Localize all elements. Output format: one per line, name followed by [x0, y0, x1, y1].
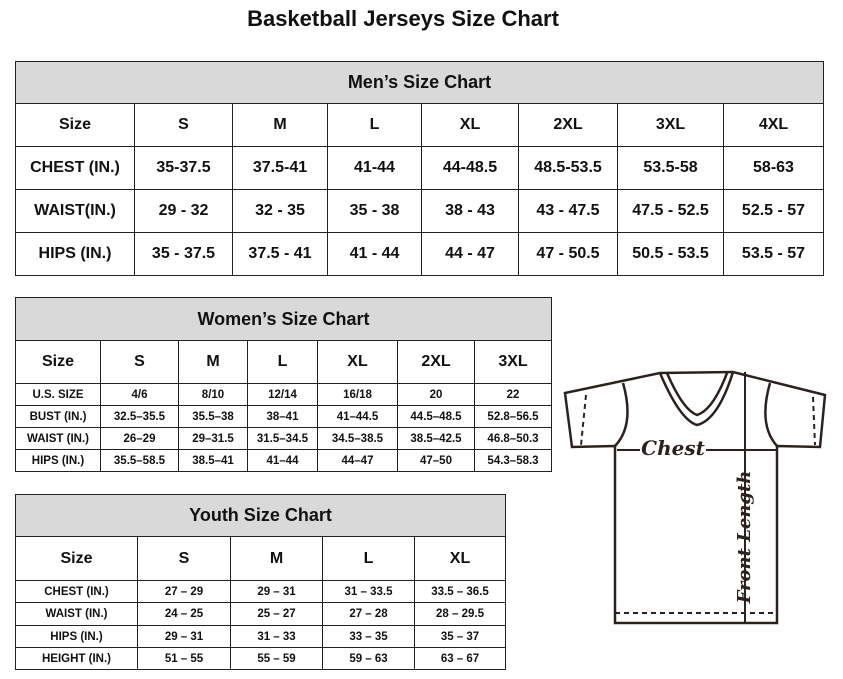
table-cell: 41 - 44	[327, 232, 422, 276]
row-label: Size	[15, 340, 101, 384]
table-cell: 46.8–50.3	[473, 427, 553, 450]
table-row: CHEST (IN.) 27 – 29 29 – 31 31 – 33.5 33.5 –…	[15, 580, 507, 603]
table-row: HEIGHT (IN.) 51 – 55 55 – 59 59 – 63 63 – 67	[15, 647, 507, 670]
table-cell: 27 – 29	[137, 580, 231, 603]
table-cell: S	[134, 103, 233, 147]
table-cell: 58-63	[723, 146, 824, 190]
page-title: Basketball Jerseys Size Chart	[247, 6, 559, 31]
table-cell: 52.8–56.5	[473, 405, 553, 428]
table-cell: 47 - 50.5	[518, 232, 618, 276]
size-header-row: Size S M L XL 2XL 3XL	[15, 340, 553, 384]
table-cell: 38 - 43	[421, 189, 519, 233]
table-cell: 55 – 59	[230, 647, 323, 670]
table-cell: 35.5–38	[178, 405, 248, 428]
table-cell: XL	[421, 103, 519, 147]
table-cell: 41-44	[327, 146, 422, 190]
table-cell: 48.5-53.5	[518, 146, 618, 190]
row-label: HEIGHT (IN.)	[15, 647, 138, 670]
table-cell: 27 – 28	[322, 602, 415, 626]
table-cell: S	[137, 536, 231, 581]
size-header-row: Size S M L XL	[15, 536, 507, 581]
womens-size-table: Women’s Size Chart Size S M L XL 2XL 3XL U.S. SI…	[14, 297, 553, 472]
table-cell: 38.5–42.5	[397, 427, 475, 450]
table-cell: 37.5 - 41	[232, 232, 328, 276]
table-row: HIPS (IN.) 29 – 31 31 – 33 33 – 35 35 – 37	[15, 625, 507, 648]
size-header-row: Size S M L XL 2XL 3XL 4XL	[15, 103, 824, 147]
table-cell: 52.5 - 57	[723, 189, 824, 233]
table-cell: 51 – 55	[137, 647, 231, 670]
table-cell: M	[230, 536, 323, 581]
mens-size-table: Men’s Size Chart Size S M L XL 2XL 3XL 4XL CHEST …	[15, 61, 824, 276]
row-label: BUST (IN.)	[15, 405, 101, 428]
table-cell: 2XL	[397, 340, 475, 384]
table-cell: 3XL	[617, 103, 724, 147]
table-cell: 2XL	[518, 103, 618, 147]
table-cell: 53.5-58	[617, 146, 724, 190]
table-cell: L	[327, 103, 422, 147]
table-row: BUST (IN.) 32.5–35.5 35.5–38 38–41 41–44.5 44…	[15, 405, 553, 428]
table-row: HIPS (IN.) 35 - 37.5 37.5 - 41 41 - 44 44 - …	[15, 232, 824, 276]
table-row: HIPS (IN.) 35.5–58.5 38.5–41 41–44 44–47 47–5…	[15, 449, 553, 472]
row-label: CHEST (IN.)	[15, 146, 135, 190]
table-cell: 34.5–38.5	[317, 427, 398, 450]
table-cell: 35 - 37.5	[134, 232, 233, 276]
table-cell: 38.5–41	[178, 449, 248, 472]
table-cell: 33.5 – 36.5	[413, 580, 507, 603]
table-heading: Youth Size Chart	[14, 494, 507, 537]
table-cell: 44.5–48.5	[397, 405, 475, 428]
table-row: CHEST (IN.) 35-37.5 37.5-41 41-44 44-48.5 48.…	[15, 146, 824, 190]
table-cell: L	[247, 340, 318, 384]
row-label: WAIST(IN.)	[15, 189, 135, 233]
table-cell: M	[232, 103, 328, 147]
table-cell: L	[322, 536, 415, 581]
table-row: WAIST (IN.) 24 – 25 25 – 27 27 – 28 28 – 29.…	[15, 602, 507, 626]
table-cell: 54.3–58.3	[473, 449, 553, 472]
table-cell: 44-48.5	[421, 146, 519, 190]
table-row: U.S. SIZE 4/6 8/10 12/14 16/18 20 22	[15, 383, 553, 406]
chest-label: Chest	[641, 436, 705, 460]
table-cell: 63 – 67	[413, 647, 507, 670]
front-length-label: Front Length	[734, 471, 755, 605]
table-cell: 31 – 33	[230, 625, 323, 648]
table-cell: 41–44	[247, 449, 318, 472]
table-heading: Men’s Size Chart	[15, 61, 824, 104]
table-cell: 47–50	[397, 449, 475, 472]
table-cell: XL	[413, 536, 507, 581]
row-label: HIPS (IN.)	[15, 232, 135, 276]
table-cell: 32 - 35	[232, 189, 328, 233]
table-row: WAIST (IN.) 26–29 29–31.5 31.5–34.5 34.5–38.…	[15, 427, 553, 450]
table-cell: 43 - 47.5	[518, 189, 618, 233]
table-cell: 26–29	[100, 427, 179, 450]
row-label: Size	[15, 536, 138, 581]
youth-size-table: Youth Size Chart Size S M L XL CHEST (IN.) 27 –…	[14, 494, 507, 670]
row-label: WAIST (IN.)	[15, 602, 138, 626]
table-cell: 35 - 38	[327, 189, 422, 233]
table-cell: 53.5 - 57	[723, 232, 824, 276]
row-label: HIPS (IN.)	[15, 449, 101, 472]
table-cell: 35 – 37	[413, 625, 507, 648]
table-cell: 29–31.5	[178, 427, 248, 450]
table-row: WAIST(IN.) 29 - 32 32 - 35 35 - 38 38 - 43 43…	[15, 189, 824, 233]
